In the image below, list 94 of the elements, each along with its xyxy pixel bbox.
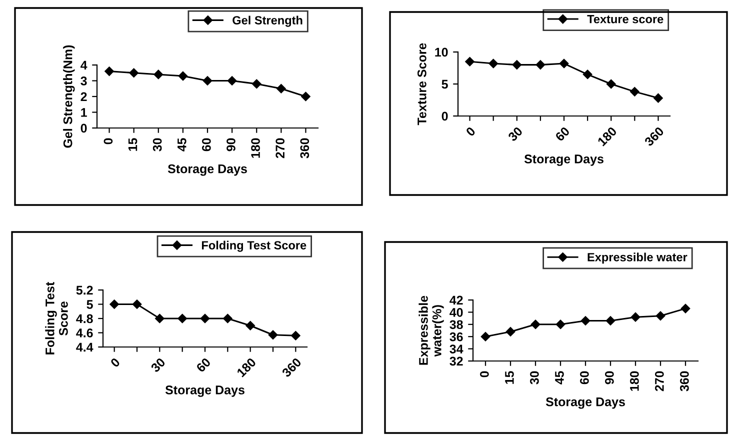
x-tick-label: 30 xyxy=(152,138,162,152)
y-tick-label: 1 xyxy=(81,108,87,117)
y-tick-label: 4 xyxy=(80,60,88,70)
y-axis-title: Gel Strength(Nm) xyxy=(63,45,75,148)
x-tick-label: 15 xyxy=(128,138,138,151)
point xyxy=(110,300,119,309)
y-tick-label: 0 xyxy=(442,112,448,121)
point xyxy=(252,79,262,89)
x-tick-label: 0 xyxy=(480,371,489,378)
x-tick-label: 60 xyxy=(554,126,570,142)
legend-label: Folding Test Score xyxy=(202,240,306,252)
y-axis-title: Texture Score xyxy=(418,43,426,126)
y-tick-label: 34 xyxy=(450,344,464,354)
y-tick-label: 4.8 xyxy=(76,314,93,324)
x-tick-label: 90 xyxy=(226,138,236,152)
y-axis-title: Folding Test Score xyxy=(45,282,68,354)
x-tick-label: 90 xyxy=(605,371,614,384)
point xyxy=(268,330,278,340)
point xyxy=(580,316,590,326)
y-tick-label: 38 xyxy=(450,320,463,330)
point xyxy=(200,314,210,324)
x-tick-label: 30 xyxy=(150,357,166,373)
point xyxy=(465,56,474,66)
legend-label: Expressible water xyxy=(588,252,688,264)
point xyxy=(154,70,164,80)
point xyxy=(227,76,237,86)
x-tick-label: 0 xyxy=(110,357,120,368)
legend-label: Texture score xyxy=(587,15,664,24)
x-axis-title: Storage Days xyxy=(165,386,244,397)
legend-label: Gel Strength xyxy=(232,16,302,27)
x-tick-label: 60 xyxy=(196,357,212,373)
x-axis-title: Storage Days xyxy=(524,154,604,166)
point xyxy=(488,58,498,68)
y-tick-label: 3 xyxy=(80,76,87,86)
point xyxy=(630,87,640,96)
point xyxy=(301,92,310,102)
y-tick-label: 32 xyxy=(450,356,463,366)
point xyxy=(276,84,286,94)
point xyxy=(129,68,138,78)
x-tick-label: 360 xyxy=(281,357,302,378)
point xyxy=(559,58,569,68)
point xyxy=(654,93,663,103)
y-tick-label: 42 xyxy=(450,296,463,305)
x-tick-label: 60 xyxy=(202,138,211,152)
y-tick-label: 2 xyxy=(80,92,87,102)
point xyxy=(606,79,616,89)
point xyxy=(556,320,566,330)
x-tick-label: 180 xyxy=(236,357,256,378)
y-tick-label: 5.2 xyxy=(76,286,93,295)
point xyxy=(582,70,592,80)
y-tick-label: 36 xyxy=(450,332,463,342)
point xyxy=(223,314,232,324)
point xyxy=(178,314,187,324)
point xyxy=(536,60,546,70)
point xyxy=(530,320,540,330)
x-tick-label: 180 xyxy=(597,126,618,146)
x-tick-label: 45 xyxy=(555,371,564,384)
y-tick-label: 4.4 xyxy=(76,342,94,352)
x-tick-label: 45 xyxy=(178,138,186,152)
point xyxy=(656,311,666,320)
x-axis-title: Storage Days xyxy=(168,164,247,176)
x-tick-label: 360 xyxy=(300,138,310,158)
y-tick-label: 10 xyxy=(435,48,448,57)
x-tick-label: 0 xyxy=(104,138,113,144)
point xyxy=(480,332,490,342)
y-tick-label: 5 xyxy=(442,80,448,89)
point xyxy=(132,300,142,309)
x-tick-label: 30 xyxy=(507,126,524,142)
point xyxy=(512,60,522,70)
x-tick-label: 270 xyxy=(276,138,285,158)
point xyxy=(178,71,188,81)
point xyxy=(246,321,255,330)
x-tick-label: 360 xyxy=(680,371,689,392)
x-axis-title: Storage Days xyxy=(546,397,625,409)
x-tick-label: 60 xyxy=(580,371,589,384)
x-tick-label: 0 xyxy=(465,126,476,137)
point xyxy=(291,330,300,340)
point xyxy=(506,327,516,336)
x-tick-label: 360 xyxy=(644,126,664,147)
point xyxy=(104,66,114,76)
y-tick-label: 4.6 xyxy=(76,328,93,338)
x-tick-label: 270 xyxy=(655,371,664,392)
x-tick-label: 30 xyxy=(530,371,539,384)
x-tick-label: 180 xyxy=(630,371,639,391)
x-tick-label: 180 xyxy=(251,138,260,158)
point xyxy=(202,76,212,86)
y-tick-label: 5 xyxy=(86,300,93,309)
x-tick-label: 15 xyxy=(505,371,514,384)
point xyxy=(606,316,616,326)
point xyxy=(155,314,164,324)
point xyxy=(630,312,640,322)
y-axis-title: Expressible water(%) xyxy=(418,296,444,365)
point xyxy=(680,304,690,314)
y-tick-label: 40 xyxy=(450,308,463,317)
